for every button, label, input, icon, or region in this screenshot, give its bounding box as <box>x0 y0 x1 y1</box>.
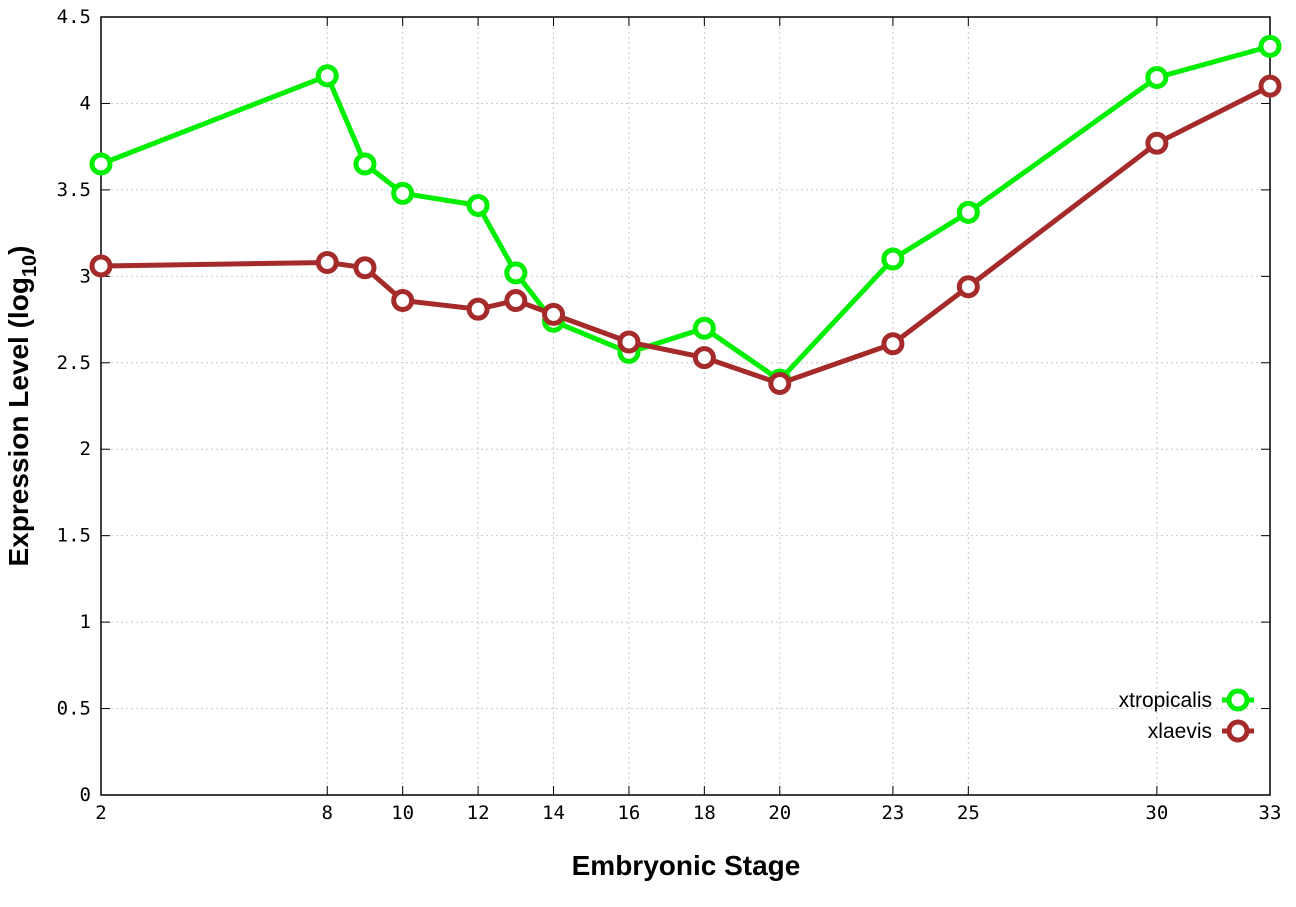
data-point <box>1258 34 1282 58</box>
x-axis-title: Embryonic Stage <box>572 850 801 881</box>
y-tick-label: 2.5 <box>57 352 91 374</box>
data-point <box>504 261 528 285</box>
data-point <box>391 289 415 313</box>
x-tick-label: 8 <box>322 802 333 824</box>
y-tick-label: 3.5 <box>57 179 91 201</box>
data-point <box>466 193 490 217</box>
x-tick-label: 23 <box>881 802 904 824</box>
y-axis-title-subscript: 10 <box>19 255 41 277</box>
data-point <box>1258 74 1282 98</box>
y-tick-label: 0.5 <box>57 698 91 720</box>
series-xtropicalis <box>89 34 1282 392</box>
axis-ticks: 0 0.5 1 1.5 2 2.5 3 3.5 4 4.5 2 8 10 12 14 16 18 20 23 25 30… <box>57 6 1282 824</box>
grid <box>101 17 1270 795</box>
data-point <box>956 275 980 299</box>
legend-marker <box>1226 688 1250 712</box>
y-tick-label: 3 <box>80 265 91 287</box>
data-point <box>1145 66 1169 90</box>
data-point <box>315 64 339 88</box>
x-tick-label: 33 <box>1259 802 1282 824</box>
x-tick-label: 2 <box>95 802 106 824</box>
data-point <box>692 316 716 340</box>
data-point <box>89 152 113 176</box>
x-tick-label: 25 <box>957 802 980 824</box>
y-axis-title-close: ) <box>3 246 34 255</box>
data-point <box>542 302 566 326</box>
x-tick-label: 10 <box>391 802 414 824</box>
data-point <box>89 254 113 278</box>
data-point <box>956 200 980 224</box>
data-point <box>391 181 415 205</box>
y-tick-label: 4.5 <box>57 6 91 28</box>
y-tick-label: 4 <box>80 92 91 114</box>
data-point <box>881 332 905 356</box>
y-tick-label: 1.5 <box>57 525 91 547</box>
legend-label: xtropicalis <box>1119 689 1212 712</box>
x-tick-label: 20 <box>768 802 791 824</box>
y-axis-title-main: Expression Level (log <box>3 277 34 566</box>
legend: xtropicalis xlaevis <box>1119 688 1254 743</box>
data-point <box>768 372 792 396</box>
data-point <box>504 289 528 313</box>
y-axis-title: Expression Level (log10) <box>3 246 41 567</box>
series-line-xlaevis <box>100 83 1272 386</box>
x-tick-label: 30 <box>1145 802 1168 824</box>
data-point <box>1145 131 1169 155</box>
y-tick-label: 1 <box>80 611 91 633</box>
data-point <box>881 247 905 271</box>
y-tick-label: 2 <box>80 438 91 460</box>
data-point <box>353 256 377 280</box>
series-line-xtropicalis <box>100 43 1271 383</box>
x-tick-label: 18 <box>693 802 716 824</box>
plot-frame <box>100 16 1271 796</box>
data-point <box>466 297 490 321</box>
legend-label: xlaevis <box>1148 720 1212 743</box>
x-tick-label: 12 <box>467 802 490 824</box>
data-point <box>353 152 377 176</box>
x-tick-label: 14 <box>542 802 565 824</box>
series-layer <box>89 34 1282 396</box>
y-tick-label: 0 <box>80 784 91 806</box>
data-point <box>692 346 716 370</box>
data-point <box>315 251 339 275</box>
series-xlaevis <box>89 74 1282 396</box>
data-point <box>617 330 641 354</box>
legend-marker <box>1226 719 1250 743</box>
x-tick-label: 16 <box>617 802 640 824</box>
